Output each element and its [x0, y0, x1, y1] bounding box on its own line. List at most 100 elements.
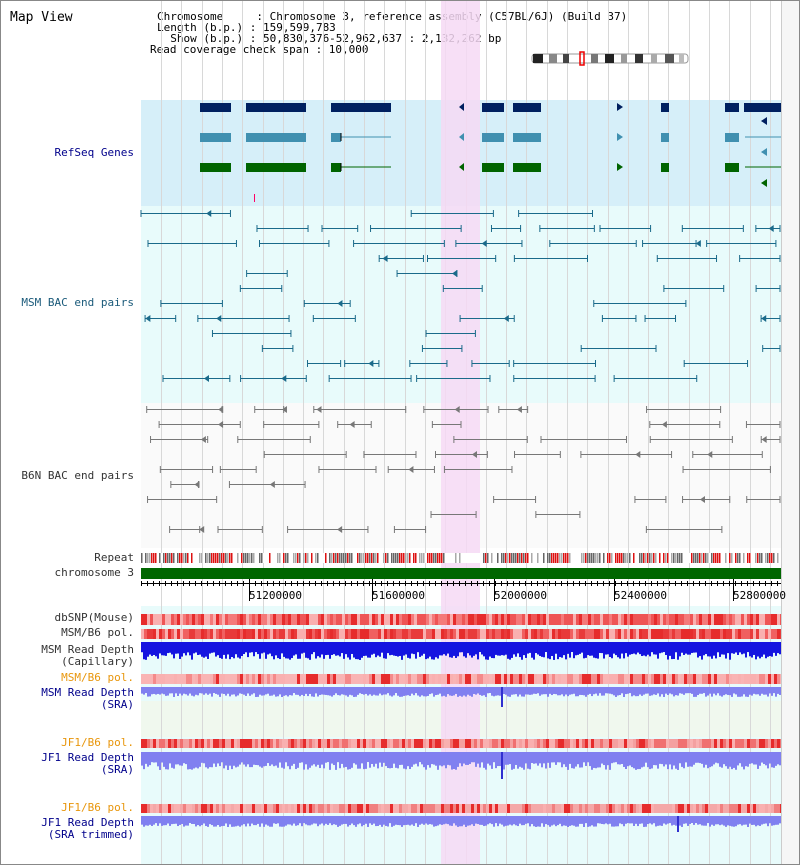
right-scroll-strip[interactable]: [782, 1, 799, 864]
heat-cell: [705, 804, 708, 813]
depth-bar: [357, 687, 359, 695]
heat-cell: [720, 629, 723, 639]
heat-cell: [288, 629, 291, 639]
depth-bar: [735, 642, 737, 653]
depth-bar: [301, 816, 303, 827]
depth-bar: [407, 687, 409, 696]
depth-bar: [359, 752, 361, 769]
depth-bar: [629, 752, 631, 766]
depth-bar: [151, 816, 153, 826]
repeat-track[interactable]: [141, 553, 781, 563]
depth-bar: [263, 642, 265, 653]
heat-cell: [663, 629, 666, 639]
bac-pair-arrow: [695, 240, 701, 247]
depth-bar: [359, 816, 361, 824]
refseq-genes-track[interactable]: [200, 103, 784, 202]
heat-cell: [612, 629, 615, 639]
depth-bar: [241, 687, 243, 694]
heat-cell: [144, 629, 147, 639]
depth-bar: [367, 752, 369, 763]
depth-bar: [509, 816, 511, 825]
depth-bar: [561, 752, 563, 768]
heat-cell: [582, 739, 585, 748]
depth-bar: [205, 642, 207, 657]
depth-bar: [629, 687, 631, 694]
depth-bar: [471, 687, 473, 697]
chromosome-bar[interactable]: [141, 568, 781, 579]
msm-bac-label: MSM BAC end pairs: [21, 296, 134, 309]
heat-cell: [360, 739, 363, 748]
depth-bar: [421, 642, 423, 656]
depth-bar: [551, 752, 553, 763]
heat-cell: [510, 629, 513, 639]
heat-cell: [669, 804, 672, 813]
heat-cell: [699, 614, 702, 625]
msm-bac-track[interactable]: [140, 210, 781, 382]
heat-cell: [156, 674, 159, 684]
heat-cell: [153, 739, 156, 748]
depth-bar: [675, 816, 677, 826]
repeat-mark: [589, 553, 591, 563]
heat-cell: [561, 674, 564, 684]
repeat-mark: [625, 553, 627, 563]
read-depth-tracks[interactable]: [141, 642, 781, 832]
heat-cell: [537, 629, 540, 639]
depth-bar: [291, 642, 293, 659]
repeat-mark: [401, 553, 403, 563]
heat-cell: [633, 739, 636, 748]
depth-bar: [741, 752, 743, 767]
heat-cell: [315, 674, 318, 684]
depth-bar: [615, 816, 617, 827]
heat-cell: [480, 614, 483, 625]
heat-cell: [471, 804, 474, 813]
heat-cell: [456, 614, 459, 625]
heat-cell: [195, 674, 198, 684]
depth-bar: [285, 687, 287, 696]
depth-bar: [439, 816, 441, 825]
depth-bar: [665, 752, 667, 765]
polymorphism-heat-tracks[interactable]: [141, 614, 783, 813]
depth-bar: [469, 642, 471, 656]
repeat-mark: [505, 553, 507, 563]
depth-bar: [651, 687, 653, 696]
repeat-mark: [487, 553, 489, 563]
heat-cell: [285, 739, 288, 748]
heat-cell: [735, 629, 738, 639]
depth-bar: [693, 752, 695, 765]
repeat-mark: [649, 553, 651, 563]
depth-bar: [485, 642, 487, 660]
depth-bar: [679, 752, 681, 764]
depth-bar: [205, 752, 207, 768]
heat-cell: [741, 674, 744, 684]
depth-bar: [487, 642, 489, 660]
depth-bar: [517, 642, 519, 654]
heat-cell: [660, 739, 663, 748]
depth-bar: [351, 752, 353, 768]
chromosome-ideogram[interactable]: [531, 51, 689, 66]
repeat-mark: [491, 553, 493, 563]
depth-bar: [647, 816, 649, 825]
depth-bar: [147, 642, 149, 657]
heat-cell: [192, 674, 195, 684]
heat-cell: [189, 629, 192, 639]
heat-cell: [141, 614, 144, 625]
heat-cell: [588, 739, 591, 748]
highlight-region[interactable]: [441, 1, 480, 864]
heat-cell: [756, 674, 759, 684]
heat-cell: [642, 614, 645, 625]
heat-cell: [342, 739, 345, 748]
heat-cell: [339, 629, 342, 639]
b6n-bac-track[interactable]: [146, 406, 781, 533]
depth-bar: [473, 642, 475, 656]
depth-bar: [653, 816, 655, 824]
depth-bar: [203, 816, 205, 824]
repeat-mark: [307, 553, 309, 563]
repeat-mark: [231, 553, 233, 563]
depth-bar: [623, 687, 625, 697]
heat-cell: [399, 614, 402, 625]
depth-bar: [429, 816, 431, 825]
repeat-mark: [205, 553, 207, 563]
heat-cell: [774, 739, 777, 748]
repeat-mark: [565, 553, 567, 563]
